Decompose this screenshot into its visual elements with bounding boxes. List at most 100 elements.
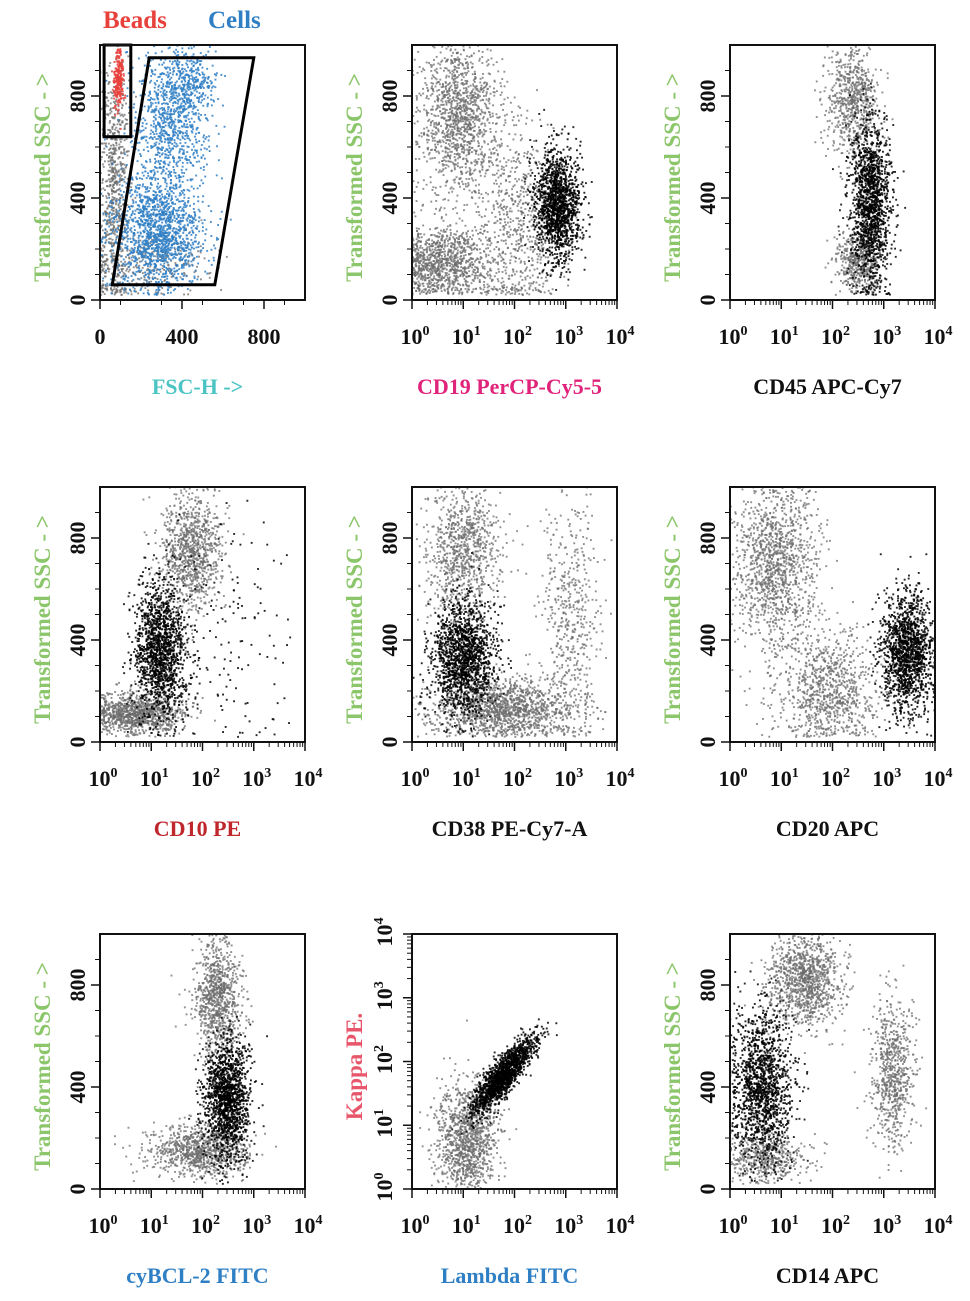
data-point [438, 106, 441, 109]
data-point [112, 265, 115, 268]
data-point [151, 276, 154, 279]
data-point [130, 205, 133, 208]
data-point [442, 141, 445, 143]
data-point [187, 145, 190, 148]
data-point [163, 94, 166, 97]
data-point [182, 275, 185, 277]
data-point [170, 96, 172, 98]
data-point [133, 249, 136, 251]
data-point [187, 197, 190, 199]
data-point [117, 220, 120, 223]
data-point [194, 227, 197, 230]
data-point [200, 249, 203, 252]
data-point [141, 178, 144, 180]
data-point [146, 215, 149, 218]
data-point [481, 135, 484, 138]
data-point [458, 153, 461, 156]
data-point [168, 223, 170, 226]
data-point [425, 84, 428, 86]
data-point [159, 126, 162, 129]
data-point [150, 254, 153, 257]
data-point [194, 94, 196, 97]
data-point [195, 127, 198, 130]
data-point [173, 108, 176, 111]
data-point [119, 217, 122, 220]
data-point [450, 54, 453, 57]
data-point [115, 201, 118, 204]
data-point [468, 151, 471, 154]
data-point [180, 121, 183, 123]
data-point [192, 105, 195, 108]
data-point [190, 126, 193, 129]
data-point [190, 226, 193, 229]
data-point [415, 98, 418, 101]
data-point [168, 193, 171, 196]
data-point [174, 262, 177, 264]
data-point [186, 123, 188, 126]
data-point [116, 50, 119, 53]
data-point [112, 216, 115, 219]
data-point [437, 97, 439, 100]
data-point [210, 104, 213, 107]
data-point [110, 255, 112, 258]
data-point [465, 82, 468, 85]
data-point [121, 265, 124, 267]
data-point [172, 157, 174, 159]
data-point [450, 130, 452, 133]
data-point [105, 233, 108, 236]
data-point [441, 169, 444, 172]
data-point [132, 286, 135, 289]
data-point [111, 212, 114, 215]
data-point [104, 232, 107, 234]
data-point [198, 131, 201, 134]
data-point [155, 132, 158, 135]
data-point [429, 181, 432, 184]
data-point [426, 114, 428, 117]
data-point [110, 288, 112, 291]
data-point [202, 136, 205, 139]
data-point [449, 94, 451, 97]
data-point [163, 119, 166, 122]
data-point [197, 200, 200, 203]
data-point [190, 91, 193, 94]
data-point [177, 207, 180, 209]
data-point [149, 59, 152, 62]
data-point [450, 142, 453, 145]
data-point [102, 277, 105, 280]
data-point [169, 217, 172, 220]
data-point [118, 101, 121, 104]
data-point [108, 163, 110, 166]
data-point [184, 204, 187, 207]
data-point [458, 154, 460, 157]
data-point [140, 137, 143, 139]
data-point [447, 58, 449, 61]
data-point [473, 103, 476, 106]
data-point [423, 155, 426, 158]
data-point [461, 180, 464, 183]
data-point [120, 238, 123, 240]
data-point [138, 208, 141, 211]
data-point [119, 146, 122, 148]
data-point [182, 105, 185, 107]
data-point [154, 236, 156, 239]
data-point [445, 127, 447, 130]
data-point [119, 162, 122, 165]
data-point [158, 75, 161, 78]
data-point [188, 98, 190, 101]
data-point [440, 145, 443, 148]
data-point [143, 231, 145, 234]
data-point [177, 92, 180, 95]
data-point [479, 88, 482, 91]
data-point [481, 122, 484, 125]
data-point [166, 66, 169, 69]
data-point [105, 260, 108, 263]
data-point [158, 111, 160, 114]
data-point [193, 78, 195, 81]
data-point [104, 283, 107, 286]
data-point [463, 83, 466, 85]
data-point [191, 84, 194, 87]
data-point [177, 160, 180, 163]
data-point [120, 121, 123, 124]
data-point [145, 135, 148, 138]
data-point [479, 113, 482, 116]
